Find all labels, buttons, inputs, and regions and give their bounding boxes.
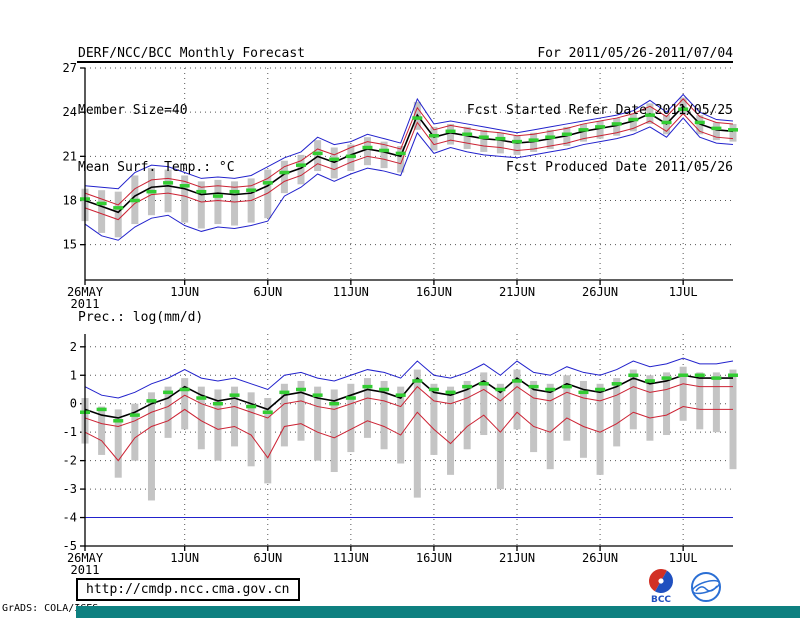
y-tick-label: 15: [63, 238, 77, 252]
header-right: For 2011/05/26-2011/07/04 Fcst Started R…: [360, 6, 733, 215]
x-tick-label: 1JUL: [669, 551, 698, 565]
x-tick-label: 26MAY: [67, 285, 104, 299]
precipitation-ensemble-mean: [84, 374, 733, 419]
cma-logo-icon: [691, 572, 721, 602]
y-tick-label: -4: [63, 511, 77, 525]
x-tick-sublabel: 2011: [71, 563, 100, 577]
x-tick-label: 21JUN: [499, 285, 535, 299]
header-divider: [77, 61, 733, 63]
y-tick-label: -2: [63, 454, 77, 468]
x-tick-label: 26JUN: [582, 285, 618, 299]
x-tick-label: 26JUN: [582, 551, 618, 565]
website-url: http://cmdp.ncc.cma.gov.cn: [76, 578, 300, 601]
y-tick-label: 18: [63, 194, 77, 208]
precipitation-upper-quartile: [84, 383, 733, 427]
forecast-range-label: For 2011/05/26-2011/07/04: [537, 46, 733, 61]
y-tick-label: -1: [63, 425, 77, 439]
precipitation-lower-quartile: [84, 406, 733, 462]
y-tick-label: 21: [63, 149, 77, 163]
y-tick-label: 0: [70, 397, 77, 411]
precip-panel-label: Prec.: log(mm/d): [78, 310, 204, 325]
y-tick-label: -5: [63, 539, 77, 553]
y-tick-label: -3: [63, 482, 77, 496]
x-tick-label: 16JUN: [416, 551, 452, 565]
header-left: DERF/NCC/BCC Monthly Forecast Member Siz…: [78, 6, 305, 215]
y-tick-label: 2: [70, 340, 77, 354]
member-size-label: Member Size=40: [78, 103, 188, 118]
y-tick-label: 24: [63, 105, 77, 119]
x-tick-label: 6JUN: [253, 285, 282, 299]
bcc-logo-icon: BCC: [649, 569, 673, 603]
temp-panel-label: Mean Surf. Temp.: °C: [78, 160, 235, 175]
y-tick-label: 1: [70, 368, 77, 382]
y-tick-label: 27: [63, 61, 77, 75]
grads-credit-label: GrADS: COLA/IGES: [2, 603, 99, 614]
x-tick-label: 21JUN: [499, 551, 535, 565]
page-title: DERF/NCC/BCC Monthly Forecast: [78, 46, 305, 61]
x-tick-label: 1JUL: [669, 285, 698, 299]
fcst-produced-label: Fcst Produced Date 2011/05/26: [506, 160, 733, 175]
precipitation-member-spread: [81, 366, 737, 501]
bcc-logo-label: BCC: [651, 595, 671, 603]
surface-temperature-ensemble-mean: [84, 105, 734, 214]
x-tick-label: 16JUN: [416, 285, 452, 299]
surface-temperature-lower-quartile: [84, 112, 734, 221]
surface-temperature-upper-quartile: [84, 98, 734, 206]
x-tick-label: 1JUN: [170, 285, 199, 299]
fcst-started-label: Fcst Started Refer Date 2011/05/25: [466, 103, 733, 118]
x-tick-label: 26MAY: [67, 551, 104, 565]
x-tick-sublabel: 2011: [71, 297, 100, 311]
surface-temperature-climatology-obs: [80, 107, 738, 210]
x-tick-label: 11JUN: [333, 551, 369, 565]
x-tick-label: 1JUN: [170, 551, 199, 565]
precipitation-member-max: [84, 357, 734, 399]
surface-temperature-member-max: [84, 93, 734, 190]
footer-teal-bar: [76, 606, 800, 618]
surface-temperature-member-min: [84, 117, 734, 241]
x-tick-label: 11JUN: [333, 285, 369, 299]
x-tick-label: 6JUN: [253, 551, 282, 565]
